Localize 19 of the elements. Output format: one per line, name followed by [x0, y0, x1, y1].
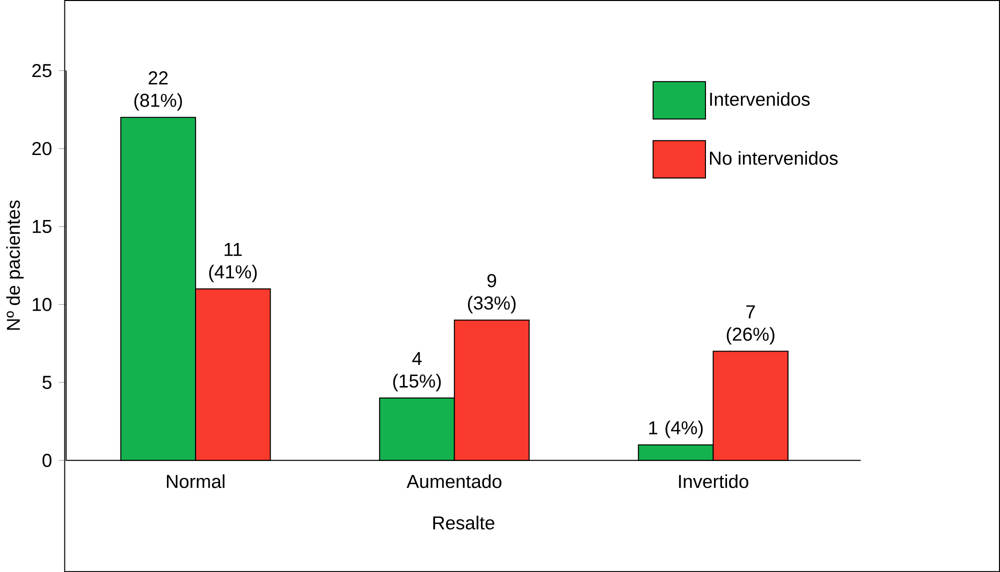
y-tick-label: 0	[42, 454, 52, 467]
data-label: 9 (33%)	[468, 274, 516, 314]
y-tick-label: 25	[32, 64, 52, 78]
y-tick-label: 10	[32, 298, 52, 312]
data-label: 11 (41%)	[209, 242, 257, 282]
legend-label: No intervenidos	[710, 151, 838, 165]
y-axis-title: Nº de pacientes	[6, 200, 24, 330]
x-tick-label: Invertido	[679, 474, 748, 488]
y-tick-label: 20	[32, 142, 52, 156]
y-tick-label: 15	[32, 220, 52, 233]
legend-label: Intervenidos	[710, 92, 810, 106]
x-axis-title: Resalte	[433, 516, 494, 530]
data-label: 22 (81%)	[134, 71, 182, 111]
x-tick-label: Aumentado	[406, 474, 502, 488]
data-label: 1 (4%)	[649, 420, 703, 438]
data-label: 7 (26%)	[726, 305, 774, 344]
x-tick-label: Normal	[166, 474, 224, 488]
y-tick-label: 5	[42, 376, 52, 389]
data-label: 4 (15%)	[393, 352, 441, 392]
